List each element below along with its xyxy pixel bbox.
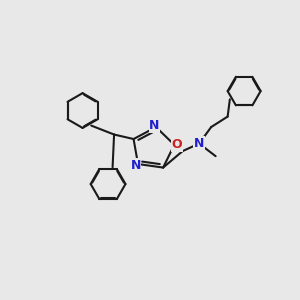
Text: O: O — [171, 138, 182, 151]
Text: N: N — [130, 159, 141, 172]
Text: N: N — [194, 137, 204, 150]
Text: N: N — [149, 119, 160, 132]
